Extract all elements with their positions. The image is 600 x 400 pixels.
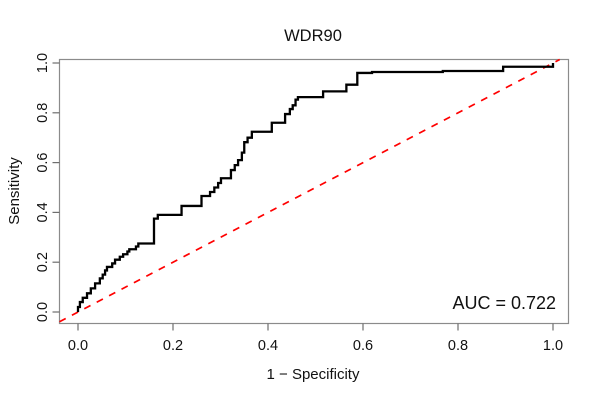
x-axis-label: 1 − Specificity <box>267 366 360 383</box>
y-tick-label: 1.0 <box>35 53 51 73</box>
x-tick-label: 1.0 <box>543 338 563 354</box>
y-tick-label: 0.6 <box>35 153 51 173</box>
auc-annotation: AUC = 0.722 <box>452 293 556 313</box>
curves-layer <box>59 58 561 323</box>
x-tick-label: 0.6 <box>353 338 373 354</box>
y-tick-label: 0.8 <box>35 103 51 123</box>
x-tick-label: 0.2 <box>163 338 183 354</box>
chance-diagonal-line <box>59 58 561 323</box>
axes-layer: 0.0 0.2 0.4 0.6 0.8 1.0 0.0 0.2 0.4 0.6 0.8 1.0 <box>35 53 570 354</box>
plot-box <box>58 58 570 325</box>
roc-curve-path <box>76 63 555 312</box>
y-tick-label: 0.4 <box>35 202 51 222</box>
x-tick-label: 0.0 <box>68 338 88 354</box>
plot-title: WDR90 <box>284 27 342 45</box>
y-tick-label: 0.2 <box>35 252 51 272</box>
y-axis-label: Sensitivity <box>6 157 23 225</box>
x-tick-label: 0.8 <box>448 338 468 354</box>
x-tick-label: 0.4 <box>258 338 278 354</box>
y-tick-label: 0.0 <box>35 302 51 322</box>
